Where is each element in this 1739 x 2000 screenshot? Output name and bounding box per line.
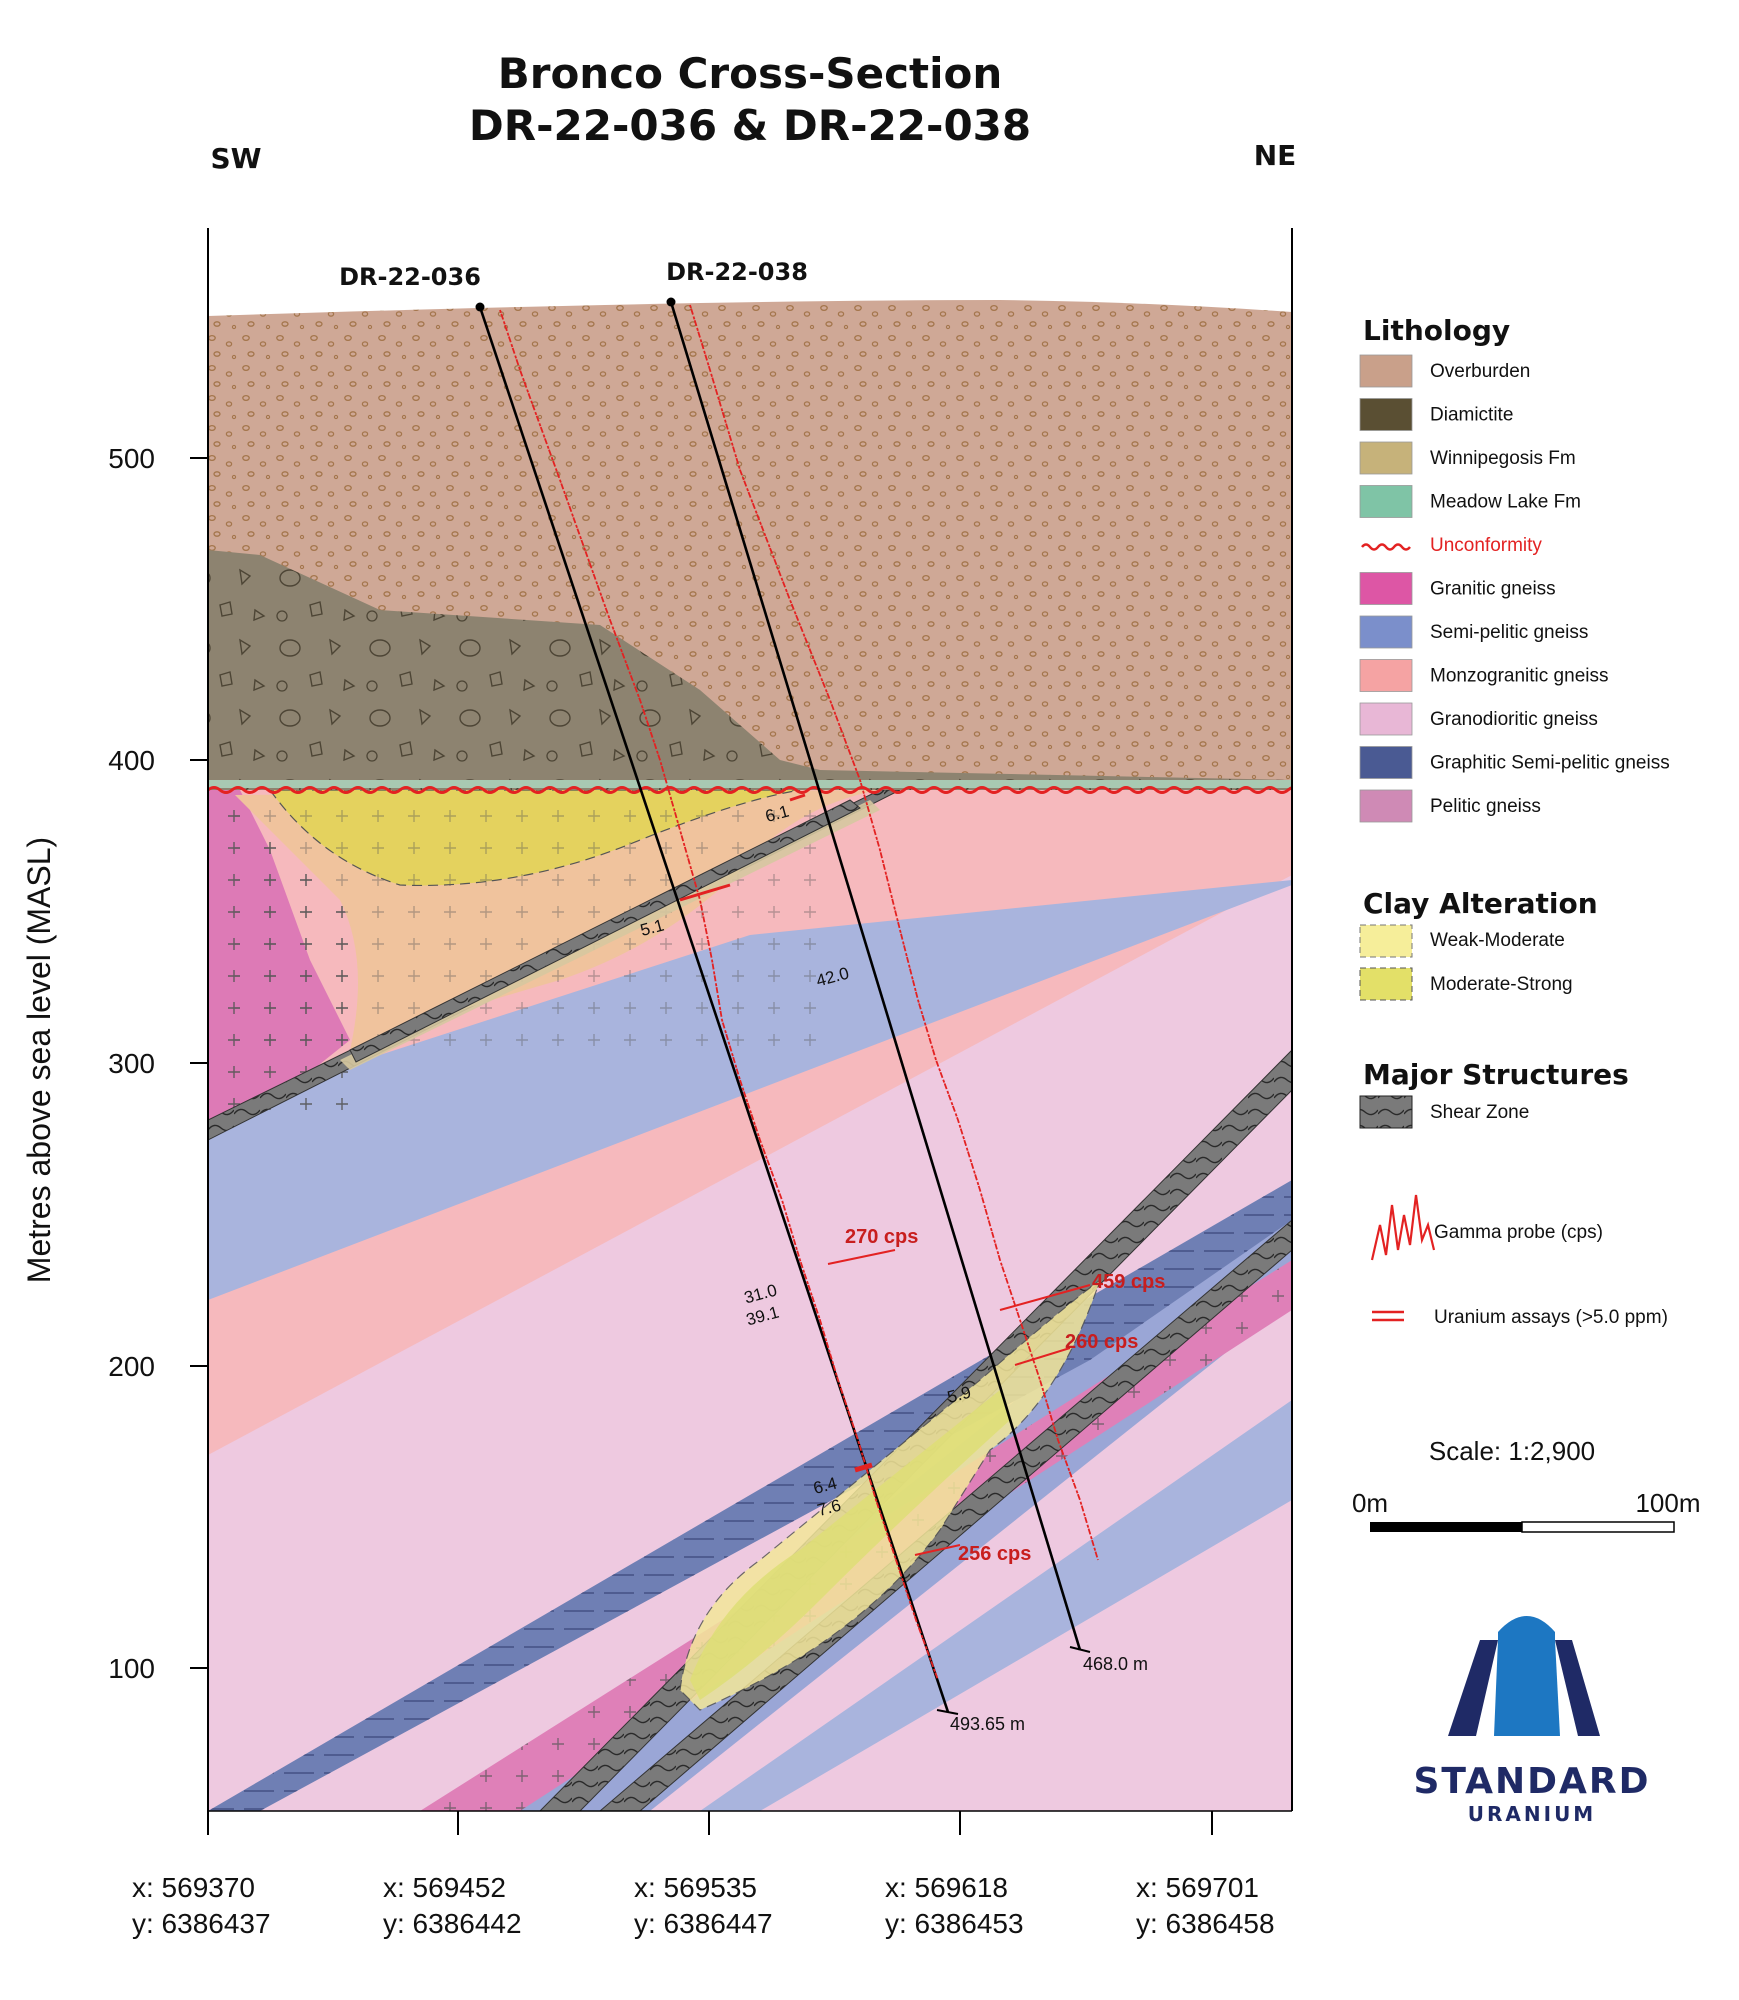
legend-swatch-pelitic-gneiss xyxy=(1359,789,1413,823)
legend-label-diamictite: Diamictite xyxy=(1430,405,1513,426)
legend-label-pelitic-gneiss: Pelitic gneiss xyxy=(1430,796,1541,817)
legend-swatch-granitic-gneiss xyxy=(1359,572,1413,605)
direction-sw: SW xyxy=(210,142,261,175)
legend-swatch-winnipegosis-fm xyxy=(1359,441,1413,475)
legend-clay-title: Clay Alteration xyxy=(1363,887,1598,920)
legend-swatch-semi-pelitic-gneiss xyxy=(1359,615,1413,649)
x-tick-4-x: x: 569618 xyxy=(885,1872,1008,1903)
legend-label-monzogranitic-gneiss: Monzogranitic gneiss xyxy=(1430,666,1608,687)
gamma-trace-dr-22-038 xyxy=(689,304,1099,1561)
legend-label-shear-zone: Shear Zone xyxy=(1430,1102,1529,1123)
legend-label-semi-pelitic-gneiss: Semi-pelitic gneiss xyxy=(1430,622,1588,643)
legend: Lithology Overburden Diamictite Winnipegos… xyxy=(1359,314,1670,1328)
logo-text-standard: STANDARD xyxy=(1413,1761,1650,1802)
legend-swatch-unconformity xyxy=(1361,543,1411,551)
legend-swatch-weak-moderate xyxy=(1359,924,1413,958)
legend-label-overburden: Overburden xyxy=(1430,361,1530,382)
legend-label-granodioritic-gneiss: Granodioritic gneiss xyxy=(1430,709,1598,730)
gamma-peak-260: 260 cps xyxy=(1065,1331,1138,1353)
legend-swatch-moderate-strong xyxy=(1359,967,1413,1001)
y-tick-400: 400 xyxy=(108,745,155,776)
gamma-peak-256: 256 cps xyxy=(958,1543,1031,1565)
legend-label-unconformity: Unconformity xyxy=(1430,535,1542,556)
x-tick-2-x: x: 569452 xyxy=(383,1872,506,1903)
x-tick-5-y: y: 6386458 xyxy=(1136,1908,1275,1939)
y-tick-500: 500 xyxy=(108,443,155,474)
legend-swatch-graphitic-semi-pelitic-gneiss xyxy=(1359,746,1413,779)
depth-label-dr-22-036: 493.65 m xyxy=(950,1714,1025,1734)
y-axis-label: Metres above sea level (MASL) xyxy=(21,837,57,1283)
x-tick-3-y: y: 6386447 xyxy=(634,1908,773,1939)
diamictite-area xyxy=(208,550,1292,790)
legend-label-weak-moderate: Weak-Moderate xyxy=(1430,930,1565,951)
legend-label-winnipegosis-fm: Winnipegosis Fm xyxy=(1430,448,1576,469)
direction-ne: NE xyxy=(1254,139,1297,172)
drillhole-dr-22-038-trace xyxy=(669,301,1082,1651)
title-line-1: Bronco Cross-Section xyxy=(498,49,1003,98)
depth-label-dr-22-038: 468.0 m xyxy=(1083,1654,1148,1674)
y-tick-200: 200 xyxy=(108,1351,155,1382)
legend-gamma-icon xyxy=(1370,1194,1436,1261)
scale-right-label: 100m xyxy=(1635,1488,1700,1518)
unconformity-line xyxy=(208,786,1292,794)
legend-structures-title: Major Structures xyxy=(1363,1058,1629,1091)
y-tick-100: 100 xyxy=(108,1653,155,1684)
semi-pelitic-gneiss-upper xyxy=(208,880,1292,1300)
gamma-peak-270: 270 cps xyxy=(845,1226,918,1248)
x-tick-3-x: x: 569535 xyxy=(634,1872,757,1903)
legend-swatch-meadow-lake-fm xyxy=(1359,485,1413,518)
gamma-peak-459: 459 cps xyxy=(1092,1271,1165,1293)
drillhole-label-dr-22-038: DR-22-038 xyxy=(666,258,808,286)
legend-label-granitic-gneiss: Granitic gneiss xyxy=(1430,579,1556,600)
scale-text: Scale: 1:2,900 xyxy=(1429,1436,1595,1466)
gamma-trace-dr-22-036 xyxy=(499,309,939,1681)
legend-swatch-monzogranitic-gneiss xyxy=(1359,659,1413,692)
legend-label-moderate-strong: Moderate-Strong xyxy=(1430,974,1573,995)
legend-label-assays: Uranium assays (>5.0 ppm) xyxy=(1434,1307,1668,1328)
legend-lithology-title: Lithology xyxy=(1363,314,1510,347)
standard-uranium-logo: STANDARD URANIUM xyxy=(1413,1616,1650,1826)
legend-swatch-granodioritic-gneiss xyxy=(1359,702,1413,736)
x-tick-1-x: x: 569370 xyxy=(132,1872,255,1903)
drillhole-label-dr-22-036: DR-22-036 xyxy=(339,263,481,291)
legend-swatch-diamictite xyxy=(1359,398,1413,431)
y-tick-300: 300 xyxy=(108,1048,155,1079)
title-line-2: DR-22-036 & DR-22-038 xyxy=(469,101,1031,150)
legend-swatch-overburden xyxy=(1359,354,1413,388)
legend-label-gamma: Gamma probe (cps) xyxy=(1434,1222,1603,1243)
logo-text-uranium: URANIUM xyxy=(1468,1802,1596,1826)
x-tick-2-y: y: 6386442 xyxy=(383,1908,522,1939)
scale-bar: Scale: 1:2,900 0m 100m xyxy=(1352,1436,1701,1533)
x-tick-5-x: x: 569701 xyxy=(1136,1872,1259,1903)
x-tick-4-y: y: 6386453 xyxy=(885,1908,1024,1939)
x-axis: x: 569370 y: 6386437 x: 569452 y: 638644… xyxy=(132,1811,1275,1939)
legend-label-meadow-lake-fm: Meadow Lake Fm xyxy=(1430,492,1581,513)
y-axis: 500 400 300 200 100 Metres above sea lev… xyxy=(21,443,208,1684)
x-tick-1-y: y: 6386437 xyxy=(132,1908,271,1939)
legend-swatch-shear-zone xyxy=(1359,1095,1413,1129)
scale-left-label: 0m xyxy=(1352,1488,1388,1518)
legend-label-graphitic-semi-pelitic-gneiss: Graphitic Semi-pelitic gneiss xyxy=(1430,753,1670,774)
geology-section xyxy=(208,228,1292,1811)
